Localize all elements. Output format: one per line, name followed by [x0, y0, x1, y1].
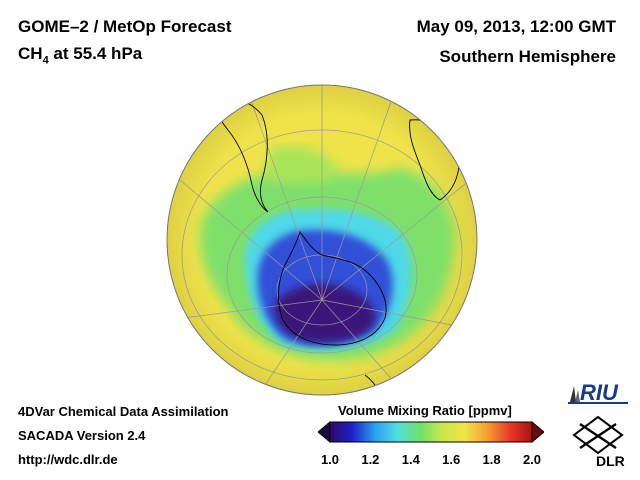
colorbar-min-arrow	[318, 420, 331, 444]
globe-field	[167, 85, 477, 395]
species-base: CH	[18, 44, 43, 63]
species-label: CH4 at 55.4 hPa	[18, 44, 142, 66]
colorbar-tick-label: 1.2	[361, 452, 380, 467]
species-subscript: 4	[42, 54, 49, 67]
species-rest: at 55.4 hPa	[48, 44, 143, 63]
forecast-date: May 09, 2013, 12:00 GMT	[416, 17, 616, 36]
globe-outline	[166, 84, 478, 396]
map-title: GOME–2 / MetOp Forecast	[18, 17, 232, 36]
colorbar-max-arrow	[531, 420, 544, 444]
colorbar-tick-label: 1.6	[442, 452, 461, 467]
colorbar-tick-label: 1.4	[401, 452, 420, 467]
dlr-logo: DLR	[572, 415, 625, 469]
footer-url: http://wdc.dlr.de	[18, 452, 118, 467]
dlr-logo-text: DLR	[596, 453, 625, 469]
colorbar-tick-label: 2.0	[522, 452, 542, 467]
colorbar-tick-label: 1.8	[482, 452, 501, 467]
colorbar-tick-label: 1.0	[320, 452, 340, 467]
footer-line-2: SACADA Version 2.4	[18, 428, 146, 443]
footer-line-1: 4DVar Chemical Data Assimilation	[18, 404, 229, 419]
riu-logo: RIU	[568, 380, 628, 405]
globe-map	[166, 84, 478, 396]
colorbar-title: Volume Mixing Ratio [ppmv]	[338, 403, 512, 418]
hemisphere-label: Southern Hemisphere	[439, 47, 616, 66]
colorbar-gradient	[329, 421, 533, 443]
riu-logo-text: RIU	[580, 380, 619, 405]
colorbar	[318, 420, 544, 444]
